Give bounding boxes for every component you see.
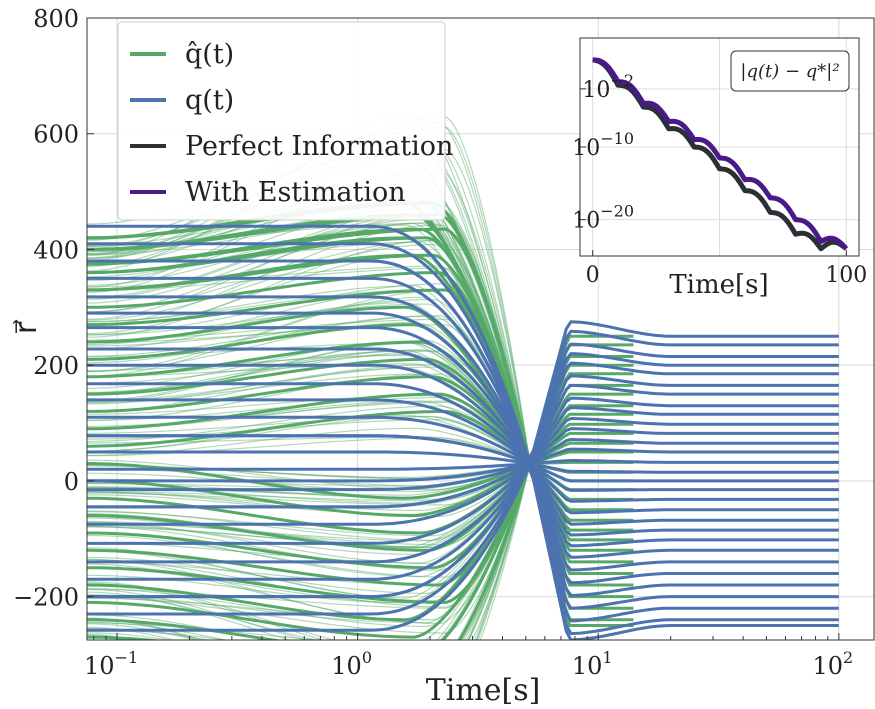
- q-line: [87, 462, 839, 572]
- main-y-tick-label: −200: [13, 584, 79, 612]
- main-ticks: 10−1 100 101 102 −200 0 200 400 600 800: [13, 5, 853, 680]
- q-line: [87, 462, 839, 515]
- q-line: [87, 434, 839, 483]
- q-line: [87, 224, 839, 464]
- q-line: [87, 462, 839, 597]
- legend: q̂(t) q(t) Perfect Information With Estimat…: [117, 21, 453, 221]
- main-plot-frame: [86, 17, 875, 641]
- main-y-tick-label: 200: [33, 352, 79, 380]
- main-series-lines: [87, 113, 839, 640]
- main-y-axis-label: r⃗: [9, 319, 44, 334]
- inset-y-tick-label: 10−2: [582, 71, 634, 103]
- q-line: [87, 462, 839, 559]
- q-line: [87, 363, 839, 464]
- q-line: [87, 462, 839, 640]
- q-line: [87, 450, 839, 492]
- main-x-tick-label: 101: [572, 648, 613, 680]
- inset-ticks: 0 100 10−2 10−10 10−20: [572, 71, 867, 288]
- q-line: [87, 462, 839, 526]
- q-line: [87, 415, 839, 465]
- q-line: [87, 259, 839, 464]
- main-x-tick-label: 10−1: [84, 648, 138, 680]
- inset-annotation: |q(t) − q*|²: [740, 61, 839, 82]
- q-line: [87, 462, 839, 636]
- legend-label: q̂(t): [185, 39, 234, 70]
- q-line: [87, 462, 839, 623]
- legend-label: With Estimation: [185, 177, 406, 208]
- inset-series-lines: [591, 57, 849, 252]
- q-line: [87, 326, 839, 464]
- q-line: [87, 242, 839, 464]
- q-series: [87, 224, 839, 640]
- inset-x-tick-label: 100: [825, 263, 867, 288]
- q-line: [87, 462, 839, 585]
- main-y-tick-label: 400: [33, 236, 79, 264]
- q-line: [87, 311, 839, 464]
- legend-label: Perfect Information: [185, 131, 453, 162]
- q-line: [87, 276, 839, 464]
- main-y-tick-label: 800: [33, 5, 79, 33]
- main-y-tick-label: 600: [33, 121, 79, 149]
- inset-y-tick-label: 10−20: [572, 202, 634, 234]
- q-line: [87, 462, 839, 548]
- inset-x-tick-label: 0: [586, 263, 600, 288]
- inset-plot: 0 100 10−2 10−10 10−20 Time[s] |q(t) − q*|²: [572, 37, 867, 300]
- inset-with-estimation-line: [591, 57, 849, 251]
- q-line: [87, 462, 839, 503]
- q-line: [87, 295, 839, 464]
- main-y-tick-label: 0: [64, 468, 79, 496]
- legend-label: q(t): [185, 85, 234, 116]
- q-line: [87, 398, 839, 465]
- legend-items: q̂(t) q(t) Perfect Information With Estimat…: [130, 39, 453, 208]
- main-x-axis-label: Time[s]: [426, 673, 541, 708]
- main-x-tick-label: 100: [331, 648, 372, 680]
- inset-y-tick-label: 10−10: [572, 129, 634, 161]
- inset-annotation-box: [730, 50, 850, 92]
- q-line: [87, 382, 839, 464]
- legend-box: [117, 21, 446, 221]
- inset-x-axis-label: Time[s]: [669, 270, 768, 300]
- q-line: [87, 347, 839, 464]
- main-x-tick-label: 102: [812, 648, 853, 680]
